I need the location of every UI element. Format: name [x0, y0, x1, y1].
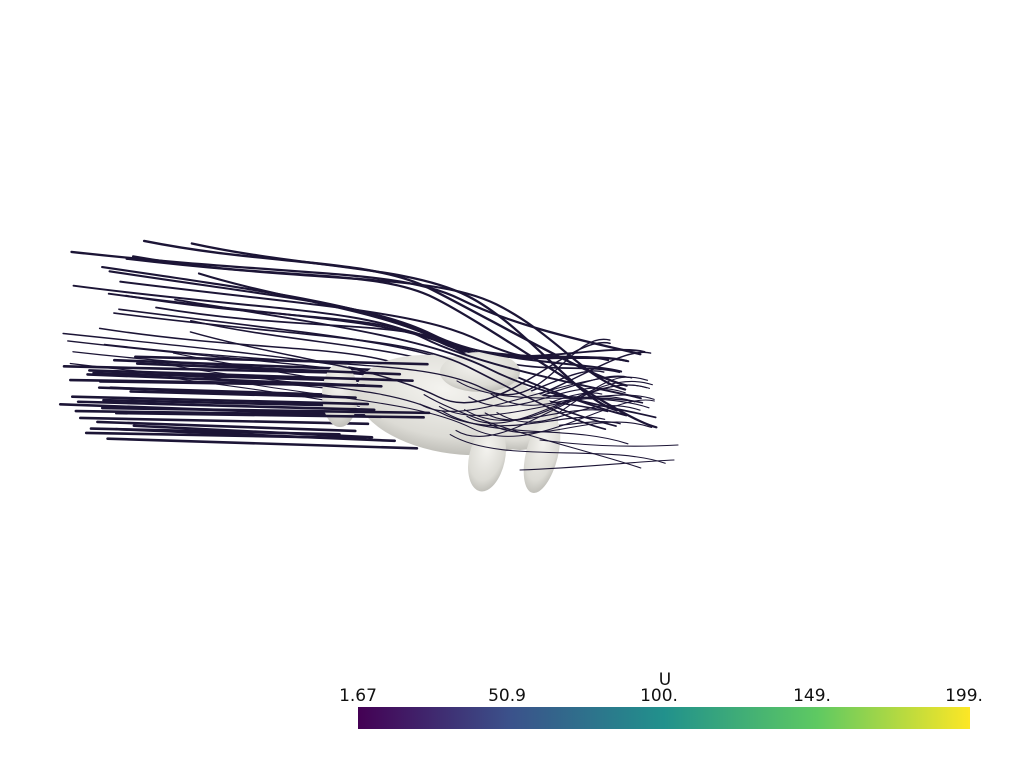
streamline	[466, 384, 651, 424]
colormap-gradient-bar	[358, 707, 970, 729]
streamline	[84, 431, 367, 440]
streamline	[89, 427, 341, 436]
streamline	[134, 355, 429, 366]
scalar-bar-tick-3: 100.	[640, 686, 678, 706]
streamline	[98, 380, 366, 387]
streamline	[102, 398, 341, 407]
streamline	[109, 386, 357, 399]
streamline	[96, 420, 357, 433]
streamline	[74, 409, 375, 417]
streamline	[456, 380, 650, 409]
streamline	[485, 421, 653, 434]
streamline	[114, 411, 425, 419]
streamline	[135, 362, 402, 376]
scalar-bar-tick-min: 1.67	[339, 686, 377, 706]
scalar-bar-title: U	[658, 670, 672, 690]
streamline	[79, 416, 370, 426]
streamline	[419, 376, 649, 412]
streamline	[76, 400, 376, 412]
scalar-bar-tick-max: 199.	[945, 686, 983, 706]
streamline	[463, 409, 628, 421]
streamline	[103, 338, 611, 396]
streamline	[519, 459, 675, 471]
streamline	[438, 394, 655, 416]
body-fin-left	[468, 424, 506, 492]
streamline	[100, 406, 431, 415]
streamline	[106, 437, 419, 450]
streamline	[449, 434, 666, 464]
streamline	[441, 410, 629, 445]
streamlines-front	[70, 239, 679, 471]
streamline	[70, 395, 370, 406]
streamline	[88, 369, 414, 382]
streamline	[70, 250, 642, 356]
streamline	[539, 439, 679, 447]
body-fin-right	[523, 414, 561, 494]
scalar-bar-tick-2: 50.9	[488, 686, 526, 706]
streamline	[142, 239, 628, 387]
streamline	[72, 284, 642, 400]
scalar-bar: U 1.67 50.9 100. 149. 199.	[330, 668, 1000, 738]
streamline	[113, 312, 607, 430]
scalar-bar-tick-4: 149.	[793, 686, 831, 706]
streamline	[423, 394, 642, 469]
streamline	[189, 331, 611, 404]
streamline	[112, 358, 418, 373]
